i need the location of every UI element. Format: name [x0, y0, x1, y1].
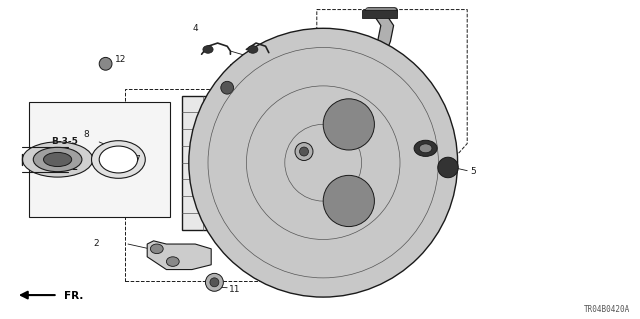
Text: 5: 5	[470, 167, 476, 176]
Ellipse shape	[150, 244, 163, 254]
Ellipse shape	[300, 147, 308, 156]
Ellipse shape	[33, 147, 82, 172]
Text: 1: 1	[301, 66, 307, 75]
Ellipse shape	[295, 143, 313, 160]
Bar	[362, 10, 397, 18]
Ellipse shape	[166, 257, 179, 266]
Ellipse shape	[323, 175, 374, 226]
Ellipse shape	[189, 28, 458, 297]
Ellipse shape	[22, 142, 93, 177]
Text: 8: 8	[84, 130, 89, 139]
Bar	[182, 96, 323, 230]
Text: TR04B0420A: TR04B0420A	[584, 305, 630, 314]
Bar	[125, 89, 285, 281]
Text: -: -	[220, 83, 223, 92]
Ellipse shape	[419, 144, 432, 153]
Text: 2: 2	[93, 239, 99, 248]
Ellipse shape	[92, 141, 145, 178]
Ellipse shape	[210, 278, 219, 287]
Text: 7: 7	[134, 155, 140, 164]
Bar	[29, 102, 170, 217]
Ellipse shape	[221, 81, 234, 94]
Text: FR.: FR.	[64, 291, 83, 301]
Text: 12: 12	[115, 55, 127, 63]
Ellipse shape	[99, 57, 112, 70]
Text: 11: 11	[228, 285, 240, 293]
Ellipse shape	[205, 273, 223, 291]
Ellipse shape	[323, 99, 374, 150]
Text: B-4-2: B-4-2	[51, 163, 78, 172]
Text: B-3-5: B-3-5	[51, 137, 78, 146]
Text: B-4: B-4	[51, 150, 68, 159]
Text: 11: 11	[321, 152, 333, 160]
Ellipse shape	[248, 46, 258, 53]
Polygon shape	[147, 241, 211, 270]
Text: 4: 4	[193, 25, 198, 33]
Text: 3: 3	[358, 243, 364, 252]
Text: 6: 6	[288, 59, 294, 68]
Ellipse shape	[203, 46, 213, 53]
Polygon shape	[323, 10, 406, 249]
Ellipse shape	[44, 152, 72, 167]
Text: 10: 10	[443, 157, 454, 166]
Ellipse shape	[438, 157, 458, 178]
Ellipse shape	[99, 146, 138, 173]
Ellipse shape	[414, 140, 437, 156]
Text: 9: 9	[259, 84, 265, 93]
